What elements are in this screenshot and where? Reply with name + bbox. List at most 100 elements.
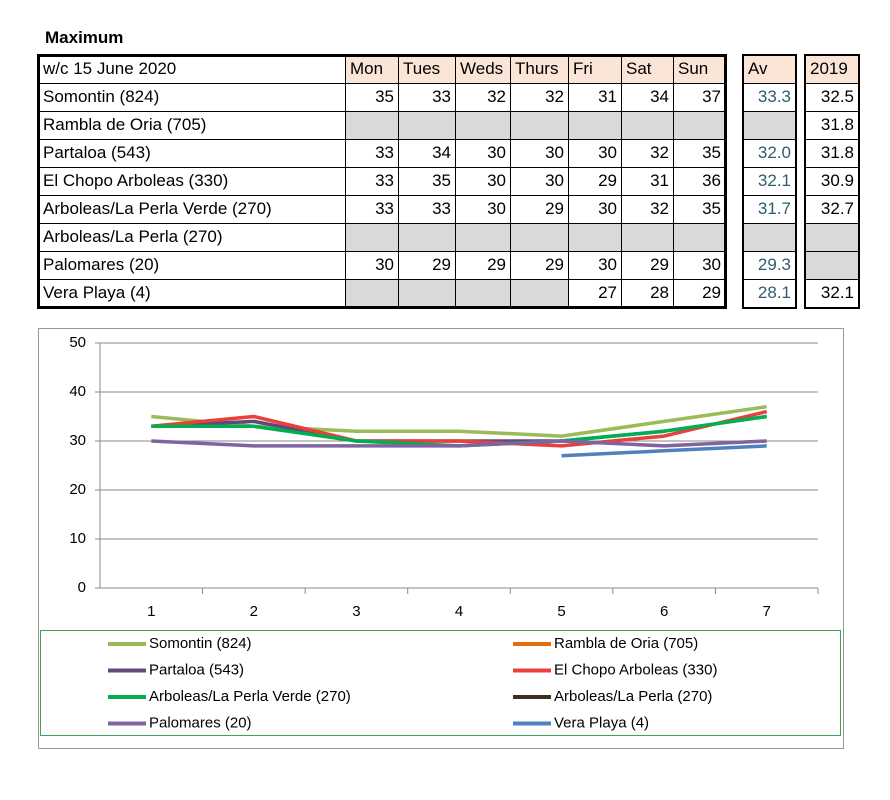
table-cell: 35: [398, 167, 456, 196]
x-tick-label: 4: [455, 603, 463, 620]
table-cell: 32: [455, 83, 511, 112]
table-cell: 32.7: [805, 195, 859, 224]
table-cell: [510, 111, 569, 140]
header-cell: w/c 15 June 2020: [38, 55, 346, 84]
table-cell: 32: [621, 195, 674, 224]
table-cell: [345, 279, 399, 308]
table-cell: 30: [568, 139, 622, 168]
table-cell: 29.3: [743, 251, 796, 280]
header-cell: Fri: [568, 55, 622, 84]
legend-label: El Chopo Arboleas (330): [554, 661, 717, 678]
table-cell: [510, 279, 569, 308]
table-cell: 35: [345, 83, 399, 112]
table-cell: 37: [673, 83, 726, 112]
x-tick-label: 6: [660, 603, 668, 620]
row-label: Arboleas/La Perla Verde (270): [38, 195, 346, 224]
table-cell: 33: [345, 167, 399, 196]
series-line: [151, 439, 767, 448]
table-cell: 33: [345, 195, 399, 224]
row-label: Arboleas/La Perla (270): [38, 223, 346, 252]
table-cell: [621, 111, 674, 140]
header-cell: Sat: [621, 55, 674, 84]
table-cell: 27: [568, 279, 622, 308]
table-cell: 32.1: [805, 279, 859, 308]
table-cell: [455, 111, 511, 140]
table-cell: [568, 223, 622, 252]
header-cell: Weds: [455, 55, 511, 84]
legend-frame: [40, 630, 841, 736]
table-cell: 31: [621, 167, 674, 196]
table-cell: 33: [398, 83, 456, 112]
header-cell: 2019: [805, 55, 859, 84]
table-cell: 34: [621, 83, 674, 112]
table-cell: 30: [510, 139, 569, 168]
table-cell: [805, 251, 859, 280]
chart-frame: [38, 328, 844, 749]
table-cell: [673, 111, 726, 140]
table-cell: [455, 279, 511, 308]
table-cell: 30: [568, 195, 622, 224]
legend-label: Partaloa (543): [149, 661, 244, 678]
table-cell: 35: [673, 139, 726, 168]
table-cell: [398, 279, 456, 308]
table-cell: 29: [568, 167, 622, 196]
table-cell: 32: [510, 83, 569, 112]
y-tick-label: 30: [69, 432, 86, 449]
table-cell: 30.9: [805, 167, 859, 196]
table-cell: 33: [398, 195, 456, 224]
table-cell: 32: [621, 139, 674, 168]
x-tick-label: 5: [557, 603, 565, 620]
row-label: Palomares (20): [38, 251, 346, 280]
table-cell: 28: [621, 279, 674, 308]
table-cell: 29: [455, 251, 511, 280]
table-cell: 31.7: [743, 195, 796, 224]
legend-label: Somontin (824): [149, 635, 252, 652]
table-cell: 36: [673, 167, 726, 196]
table-cell: 34: [398, 139, 456, 168]
header-cell: Av: [743, 55, 796, 84]
table-cell: 29: [673, 279, 726, 308]
x-tick-label: 7: [763, 603, 771, 620]
header-cell: Sun: [673, 55, 726, 84]
y-tick-label: 40: [69, 383, 86, 400]
legend-label: Palomares (20): [149, 714, 252, 731]
series-line: [561, 444, 767, 458]
header-cell: Thurs: [510, 55, 569, 84]
table-cell: 29: [398, 251, 456, 280]
table-cell: [568, 111, 622, 140]
table-cell: 31.8: [805, 139, 859, 168]
table-title: Maximum: [45, 28, 124, 47]
y-tick-label: 50: [69, 334, 86, 351]
table-cell: 33: [345, 139, 399, 168]
table-cell: 35: [673, 195, 726, 224]
table-cell: [455, 223, 511, 252]
table-cell: 30: [455, 139, 511, 168]
table-cell: [673, 223, 726, 252]
row-label: Somontin (824): [38, 83, 346, 112]
table-cell: 31: [568, 83, 622, 112]
x-tick-label: 3: [352, 603, 360, 620]
table-cell: 29: [510, 251, 569, 280]
table-cell: [743, 111, 796, 140]
table-cell: 30: [455, 195, 511, 224]
series-line: [151, 414, 767, 443]
legend-label: Arboleas/La Perla Verde (270): [149, 688, 351, 705]
table-cell: 31.8: [805, 111, 859, 140]
row-label: El Chopo Arboleas (330): [38, 167, 346, 196]
series-line: [151, 404, 767, 438]
table-cell: 32.1: [743, 167, 796, 196]
x-tick-label: 1: [147, 603, 155, 620]
row-label: Rambla de Oria (705): [38, 111, 346, 140]
table-cell: [398, 111, 456, 140]
table-cell: [805, 223, 859, 252]
table-cell: 29: [621, 251, 674, 280]
legend-label: Rambla de Oria (705): [554, 635, 698, 652]
header-cell: Mon: [345, 55, 399, 84]
header-cell: Tues: [398, 55, 456, 84]
y-tick-label: 10: [69, 530, 86, 547]
table-cell: 30: [455, 167, 511, 196]
table-cell: 29: [510, 195, 569, 224]
table-cell: 33.3: [743, 83, 796, 112]
table-cell: [398, 223, 456, 252]
y-tick-label: 20: [69, 481, 86, 498]
